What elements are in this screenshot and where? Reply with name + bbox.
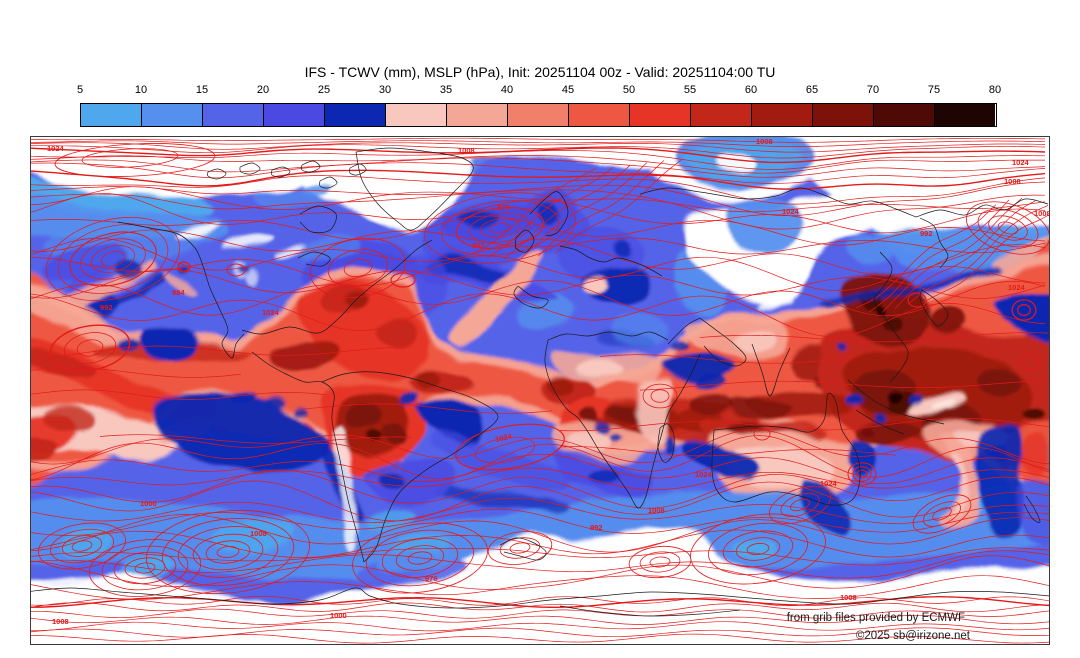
svg-text:1008: 1008 <box>756 137 773 146</box>
svg-text:1024: 1024 <box>782 207 800 216</box>
svg-text:1008: 1008 <box>648 506 665 515</box>
svg-text:1008: 1008 <box>1034 209 1051 218</box>
svg-text:1024: 1024 <box>1012 158 1030 167</box>
svg-text:976: 976 <box>497 203 510 212</box>
svg-text:1024: 1024 <box>47 144 65 153</box>
svg-text:1024: 1024 <box>1008 283 1026 292</box>
svg-text:1024: 1024 <box>494 432 513 444</box>
svg-text:992: 992 <box>590 523 603 532</box>
svg-text:984: 984 <box>172 288 185 297</box>
svg-text:976: 976 <box>425 574 438 583</box>
svg-text:1000: 1000 <box>330 611 347 620</box>
svg-text:992: 992 <box>472 241 485 250</box>
svg-text:992: 992 <box>100 303 113 312</box>
svg-text:1000: 1000 <box>140 499 157 508</box>
svg-text:1008: 1008 <box>458 146 475 155</box>
svg-text:1008: 1008 <box>840 593 857 602</box>
svg-text:1024: 1024 <box>820 479 838 488</box>
svg-text:1008: 1008 <box>52 617 69 626</box>
svg-text:992: 992 <box>920 229 933 238</box>
svg-text:1024: 1024 <box>262 308 280 317</box>
svg-text:1008: 1008 <box>250 529 267 538</box>
svg-text:1024: 1024 <box>695 470 713 479</box>
svg-text:1008: 1008 <box>1004 177 1021 186</box>
